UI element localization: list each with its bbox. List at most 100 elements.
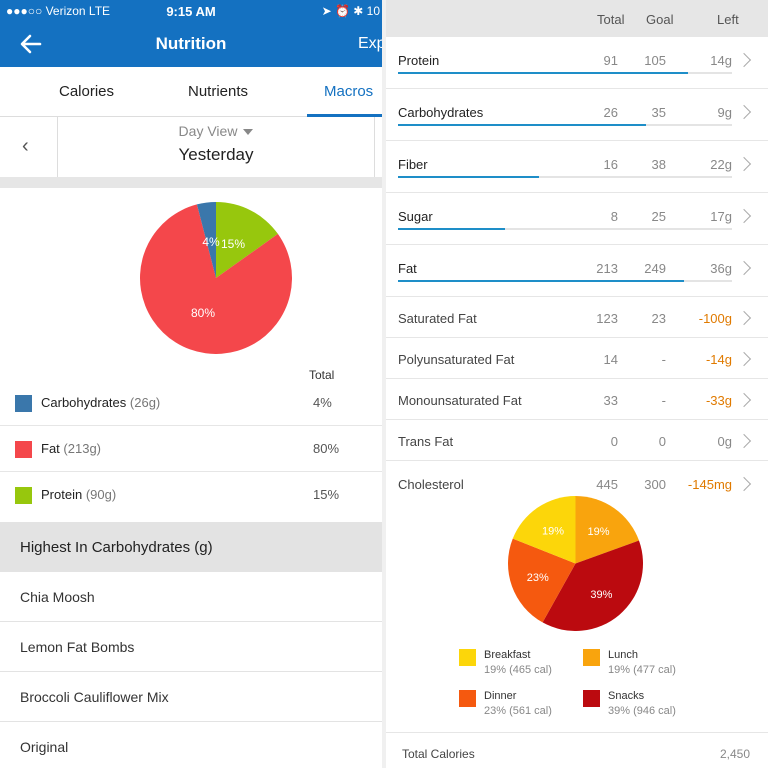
export-button[interactable]: Exp [358,35,382,52]
nutrient-total: 91 [603,53,618,68]
chevron-right-icon [736,433,752,449]
carbohydrates-swatch [15,395,32,412]
active-tab-indicator [307,114,382,117]
fat-swatch [15,441,32,458]
nutrient-label: Monounsaturated Fat [398,393,522,408]
legend-percent: 80% [313,441,340,456]
macros-pie-chart: 15% 80% 4% [140,202,292,354]
day-selector: ‹ Day View Yesterday [0,117,382,177]
meals-label-snacks: 39% [590,589,612,601]
nutrient-left: 22g [710,157,732,172]
meal-detail: 19% (465 cal) [484,664,552,676]
food-item[interactable]: Original [0,722,382,768]
macros-slice-carbohydrates [196,202,216,278]
nutrient-row-protein[interactable]: Protein 91 105 14g [386,37,768,89]
nutrient-row-sugar[interactable]: Sugar 8 25 17g [386,193,768,245]
legend-amount: (213g) [63,441,101,456]
nutrient-goal: - [661,393,666,408]
nutrient-goal: 105 [644,53,666,68]
food-item[interactable]: Chia Moosh [0,572,382,622]
progress-fill [398,72,688,74]
nutrient-row-fat[interactable]: Fat 213 249 36g [386,245,768,297]
chevron-right-icon [736,476,752,492]
tab-bar: Calories Nutrients Macros [0,67,382,117]
food-name: Lemon Fat Bombs [20,639,135,655]
day-view-dropdown[interactable]: Day View [58,123,374,139]
food-item[interactable]: Broccoli Cauliflower Mix [0,672,382,722]
legend-name: Carbohydrates [41,395,127,410]
tab-nutrients[interactable]: Nutrients [188,83,249,100]
nutrients-table-header: Total Goal Left [386,0,768,37]
day-view-label: Day View [178,123,238,139]
section-divider [0,177,382,188]
nutrient-label: Sugar [398,209,433,224]
progress-track [398,176,732,178]
meal-legend-dinner: Dinner 23% (561 cal) [459,690,619,726]
total-calories-value: 2,450 [719,747,750,761]
nutrient-row-polyunsaturated-fat[interactable]: Polyunsaturated Fat 14 - -14g [386,338,768,379]
tab-calories[interactable]: Calories [59,83,115,100]
tab-macros[interactable]: Macros [324,83,374,100]
highest-in-title: Highest In Carbohydrates (g) [20,539,213,556]
macros-screen: ●●●○○ Verizon LTE 9:15 AM ➤ ⏰ ✱ 10 Nutri… [0,0,382,768]
nutrient-label: Protein [398,53,440,68]
chevron-right-icon [736,52,752,68]
nutrient-left: 9g [717,105,732,120]
meals-label-breakfast: 19% [542,525,564,537]
carrier-signal: ●●●○○ Verizon LTE [6,4,111,18]
nutrient-row-fiber[interactable]: Fiber 16 38 22g [386,141,768,193]
progress-track [398,72,732,74]
protein-swatch [15,487,32,504]
nutrient-goal: 35 [651,105,666,120]
food-name: Broccoli Cauliflower Mix [20,689,169,705]
column-total: Total [597,12,625,27]
highest-in-header: Highest In Carbohydrates (g) [0,522,382,572]
nutrient-row-cholesterol[interactable]: Cholesterol 445 300 -145mg [386,461,768,507]
legend-row-carbohydrates: Carbohydrates (26g) 4% [0,380,382,426]
nutrient-row-monounsaturated-fat[interactable]: Monounsaturated Fat 33 - -33g [386,379,768,420]
nutrient-total: 14 [603,352,618,367]
nutrient-total: 213 [596,261,618,276]
progress-fill [398,280,684,282]
meals-label-dinner: 23% [527,572,549,584]
app-bar: Nutrition Exp [0,22,382,67]
nutrient-left: -100g [698,311,732,326]
nutrient-left: 0g [717,434,732,449]
status-time: 9:15 AM [166,4,216,19]
food-item[interactable]: Lemon Fat Bombs [0,622,382,672]
nutrient-row-saturated-fat[interactable]: Saturated Fat 123 23 -100g [386,297,768,338]
meal-legend-lunch: Lunch 19% (477 cal) [583,649,743,685]
total-calories-row: Total Calories 2,450 [386,732,768,768]
meal-detail: 23% (561 cal) [484,705,552,717]
nutrient-total: 8 [610,209,618,224]
chevron-right-icon [736,156,752,172]
nutrient-row-carbohydrates[interactable]: Carbohydrates 26 35 9g [386,89,768,141]
previous-day-button[interactable]: ‹ [0,117,58,177]
nutrient-total: 33 [603,393,618,408]
legend-total-header: Total [309,368,335,382]
nutrient-left: -33g [705,393,732,408]
meals-slice-dinner [508,538,576,623]
macros-label-carbohydrates: 4% [202,235,220,249]
breakfast-swatch [459,649,476,666]
chevron-right-icon [736,310,752,326]
nutrient-goal: 25 [651,209,666,224]
food-name: Chia Moosh [20,589,95,605]
macros-label-protein: 15% [221,237,245,251]
next-day-divider [374,117,375,177]
nutrient-left: -14g [705,352,732,367]
nutrient-row-trans-fat[interactable]: Trans Fat 0 0 0g [386,420,768,461]
progress-track [398,280,732,282]
meal-detail: 19% (477 cal) [608,664,676,676]
nutrient-left: -145mg [687,477,732,492]
total-calories-label: Total Calories [402,747,475,761]
nutrient-left: 14g [710,53,732,68]
nutrient-label: Polyunsaturated Fat [398,352,515,367]
dinner-swatch [459,690,476,707]
selected-day: Yesterday [178,145,254,164]
chevron-right-icon [736,208,752,224]
nutrient-label: Trans Fat [398,434,454,449]
nutrient-label: Fiber [398,157,428,172]
back-arrow-icon[interactable] [18,31,44,57]
nutrient-total: 445 [596,477,618,492]
